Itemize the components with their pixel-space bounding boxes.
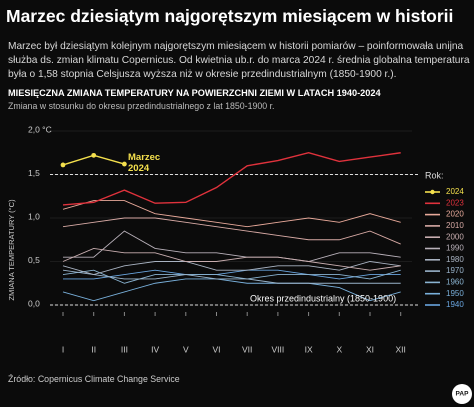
legend-marker	[430, 189, 435, 195]
y-tick-label: 1,5	[28, 168, 40, 178]
series-line	[62, 278, 401, 302]
x-tick-label: VI	[212, 344, 220, 354]
logo-badge	[452, 384, 472, 404]
y-tick-label: 1,0	[28, 211, 40, 221]
y-tick-label: 0,0	[28, 298, 40, 308]
chart-subtitle: Zmiana w stosunku do okresu przedindustr…	[8, 101, 275, 111]
source: Źródło: Copernicus Climate Change Servic…	[8, 374, 180, 384]
y-tick-label: 0,5	[28, 255, 40, 265]
point	[122, 161, 127, 167]
series-line	[63, 230, 401, 262]
series-line	[62, 200, 401, 228]
legend-label: 2024	[446, 187, 464, 196]
description: Marzec był dziesiątym kolejnym najgoręts…	[8, 41, 470, 80]
legend-label: 1940	[446, 300, 464, 309]
series-line	[63, 269, 401, 280]
annotation: Marzec 2024	[128, 152, 161, 174]
x-tick-label: XI	[366, 344, 374, 354]
legend-title: Rok:	[425, 170, 444, 180]
legend-label: 2023	[446, 198, 464, 207]
x-tick-label: X	[336, 344, 342, 354]
logo: PAP	[456, 391, 470, 398]
x-tick-label: V	[183, 344, 189, 354]
y-axis-label: ZMIANA TEMPERATURY (°C)	[7, 199, 16, 301]
point	[91, 152, 97, 158]
series-line	[62, 261, 401, 276]
legend-label: 2020	[446, 210, 464, 219]
legend-label: 1980	[446, 255, 464, 264]
legend-label: 2010	[446, 221, 464, 230]
x-tick-label: III	[121, 344, 128, 354]
series-line	[62, 217, 401, 245]
series-line	[62, 269, 401, 284]
title: Marzec dziesiątym najgorętszym miesiącem…	[6, 6, 454, 26]
legend-label: 1990	[446, 244, 464, 253]
series-line	[62, 247, 401, 271]
x-tick-label: I	[62, 344, 64, 354]
legend-label: 1970	[446, 266, 464, 275]
chart-title: MIESIĘCZNA ZMIANA TEMPERATURY NA POWIERZ…	[8, 88, 381, 98]
x-tick-label: XII	[395, 344, 405, 354]
x-tick-label: II	[91, 344, 96, 354]
legend-label: 1950	[446, 289, 464, 298]
series-line	[62, 152, 401, 206]
x-tick-label: VIII	[272, 344, 285, 354]
y-tick-label: 2,0 °C	[28, 124, 52, 134]
legend-label: 2000	[446, 232, 464, 241]
annotation: Okres przedindustrialny (1850-1900)	[250, 293, 396, 303]
x-tick-label: IV	[151, 344, 159, 354]
x-tick-label: IX	[305, 344, 313, 354]
point	[60, 162, 66, 168]
x-tick-label: VII	[242, 344, 252, 354]
series-line	[62, 269, 401, 284]
legend-label: 1960	[446, 278, 464, 287]
